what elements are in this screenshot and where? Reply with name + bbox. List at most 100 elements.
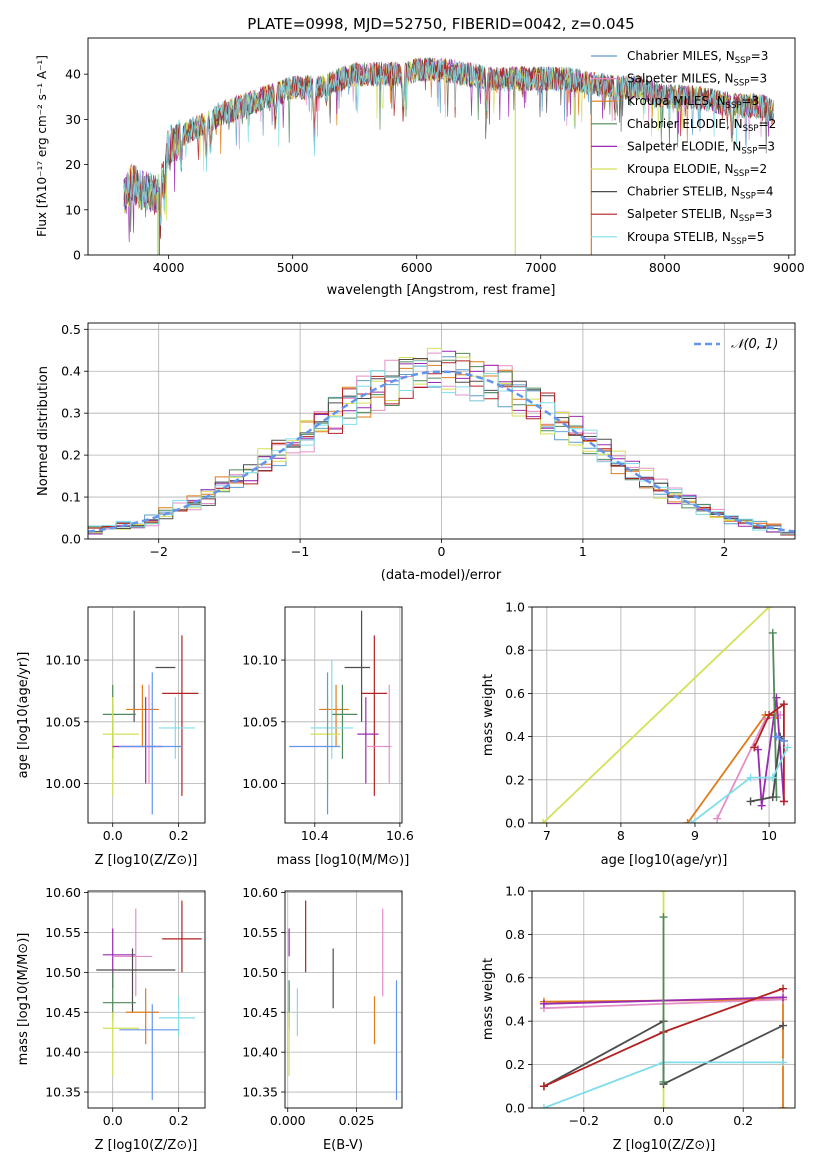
- x-tick-label: 0.0: [103, 828, 123, 843]
- massweight-marker: [779, 1021, 788, 1030]
- legend-label: Chabrier ELODIE, NSSP=2: [627, 117, 776, 134]
- y-tick-label: 20: [65, 157, 81, 172]
- y-tick-label: 0.4: [505, 1014, 525, 1029]
- legend-label: Salpeter STELIB, NSSP=3: [627, 207, 772, 224]
- massweight-series-line: [753, 702, 785, 802]
- mass-z-y-label: mass [log10(M/M⊙)]: [16, 933, 31, 1066]
- x-tick-label: 7: [543, 828, 551, 843]
- legend-label: Salpeter ELODIE, NSSP=3: [627, 139, 775, 156]
- y-tick-label: 0.8: [505, 643, 525, 658]
- x-tick-label: 1: [579, 544, 587, 559]
- plot-area: [88, 607, 205, 823]
- y-tick-label: 0.2: [505, 772, 525, 787]
- massweight-marker: [659, 891, 668, 895]
- x-tick-label: 0.2: [169, 828, 189, 843]
- y-tick-label: 10.55: [45, 925, 81, 940]
- spectrum-series-line: [123, 57, 775, 226]
- massweight-series-line: [716, 714, 781, 820]
- legend-label: Chabrier STELIB, NSSP=4: [627, 185, 774, 202]
- y-tick-label: 10.05: [45, 714, 81, 729]
- y-tick-label: 0.6: [505, 970, 525, 985]
- plot-area: [88, 323, 795, 539]
- y-tick-label: 10.60: [45, 885, 81, 900]
- axes-frame: [87, 606, 206, 824]
- axes-frame: [284, 606, 403, 824]
- massweight-marker: [539, 999, 548, 1008]
- y-tick-label: 0.0: [505, 1101, 525, 1116]
- massweight-marker: [750, 743, 759, 752]
- y-tick-label: 10.45: [242, 1005, 278, 1020]
- plot-area: [532, 891, 795, 1108]
- y-tick-label: 10.45: [45, 1005, 81, 1020]
- y-tick-label: 0.4: [61, 364, 81, 379]
- massweight-marker: [659, 913, 668, 922]
- legend-label: Kroupa ELODIE, NSSP=2: [627, 162, 767, 179]
- massweight-marker: [765, 711, 774, 719]
- y-tick-label: 10.50: [242, 965, 278, 980]
- y-tick-label: 0.6: [505, 686, 525, 701]
- y-tick-label: 10.00: [45, 776, 81, 791]
- y-tick-label: 10.55: [242, 925, 278, 940]
- mw-z-y-label: mass weight: [481, 958, 496, 1040]
- y-tick-label: 0.3: [61, 406, 81, 421]
- massweight-series-line: [686, 714, 777, 823]
- massweight-marker: [779, 797, 788, 806]
- x-tick-label: 0.025: [339, 1113, 375, 1128]
- x-tick-label: 2: [720, 544, 728, 559]
- massweight-marker: [539, 1082, 548, 1091]
- plot-area: [285, 891, 402, 1108]
- plot-area: [88, 891, 205, 1108]
- massweight-marker: [779, 1104, 788, 1108]
- y-tick-label: 0.2: [61, 448, 81, 463]
- x-tick-label: 0.0: [654, 1113, 674, 1128]
- massweight-marker: [713, 814, 722, 823]
- massweight-marker: [683, 819, 692, 823]
- age-z-x-label: Z [log10(Z/Z⊙)]: [95, 853, 198, 868]
- massweight-marker: [779, 993, 788, 1002]
- x-tick-label: 8: [617, 828, 625, 843]
- x-tick-label: −1: [291, 544, 309, 559]
- x-tick-label: 0: [438, 544, 446, 559]
- massweight-series-line: [776, 735, 785, 742]
- y-tick-label: 30: [65, 112, 81, 127]
- plot-area: [285, 607, 402, 823]
- axes-frame: [531, 606, 796, 824]
- mw-z-x-label: Z [log10(Z/Z⊙)]: [613, 1138, 716, 1153]
- x-tick-label: 5000: [277, 260, 309, 275]
- spectrum-x-label: wavelength [Angstrom, rest frame]: [327, 283, 556, 298]
- legend-label: Kroupa MILES, NSSP=3: [627, 94, 759, 111]
- massweight-marker: [539, 1104, 548, 1108]
- x-tick-label: 9000: [773, 260, 805, 275]
- y-tick-label: 0.8: [505, 927, 525, 942]
- massweight-marker: [779, 984, 788, 993]
- massweight-marker: [783, 743, 792, 752]
- y-tick-label: 10.40: [45, 1045, 81, 1060]
- mass-z-x-label: Z [log10(Z/Z⊙)]: [95, 1138, 198, 1153]
- y-tick-label: 10.10: [242, 653, 278, 668]
- y-tick-label: 10.50: [45, 965, 81, 980]
- y-tick-label: 0.5: [61, 322, 81, 337]
- x-tick-label: 0.000: [270, 1113, 306, 1128]
- massweight-marker: [659, 1077, 668, 1086]
- histogram-x-label: (data-model)/error: [381, 568, 502, 583]
- y-tick-label: 10.10: [45, 653, 81, 668]
- x-tick-label: 10.4: [301, 828, 329, 843]
- axes-frame: [87, 322, 796, 540]
- y-tick-label: 10: [65, 202, 81, 217]
- mw-age-x-label: age [log10(age/yr)]: [601, 853, 728, 868]
- massweight-marker: [779, 700, 788, 709]
- massweight-series-line: [690, 747, 789, 823]
- y-tick-label: 0.0: [505, 816, 525, 831]
- massweight-marker: [765, 607, 774, 611]
- massweight-vs-age-panel: 7 8 9 10 0.0 0.2 0.4 0.6 0.8 1.0: [505, 600, 796, 843]
- histogram-legend-label: 𝒩(0, 1): [731, 337, 778, 352]
- y-tick-label: 10.35: [242, 1085, 278, 1100]
- x-tick-label: 4000: [153, 260, 185, 275]
- histogram-series-step: [88, 360, 795, 535]
- legend-label: Chabrier MILES, NSSP=3: [627, 49, 768, 66]
- age-z-y-label: age [log10(age/yr)]: [16, 652, 31, 779]
- massweight-marker: [768, 773, 777, 782]
- massweight-marker: [687, 819, 696, 823]
- massweight-vs-metallicity-panel: −0.2 0.0 0.2 0.0 0.2 0.4 0.6 0.8 1.0: [505, 884, 796, 1128]
- axes-frame: [284, 890, 403, 1109]
